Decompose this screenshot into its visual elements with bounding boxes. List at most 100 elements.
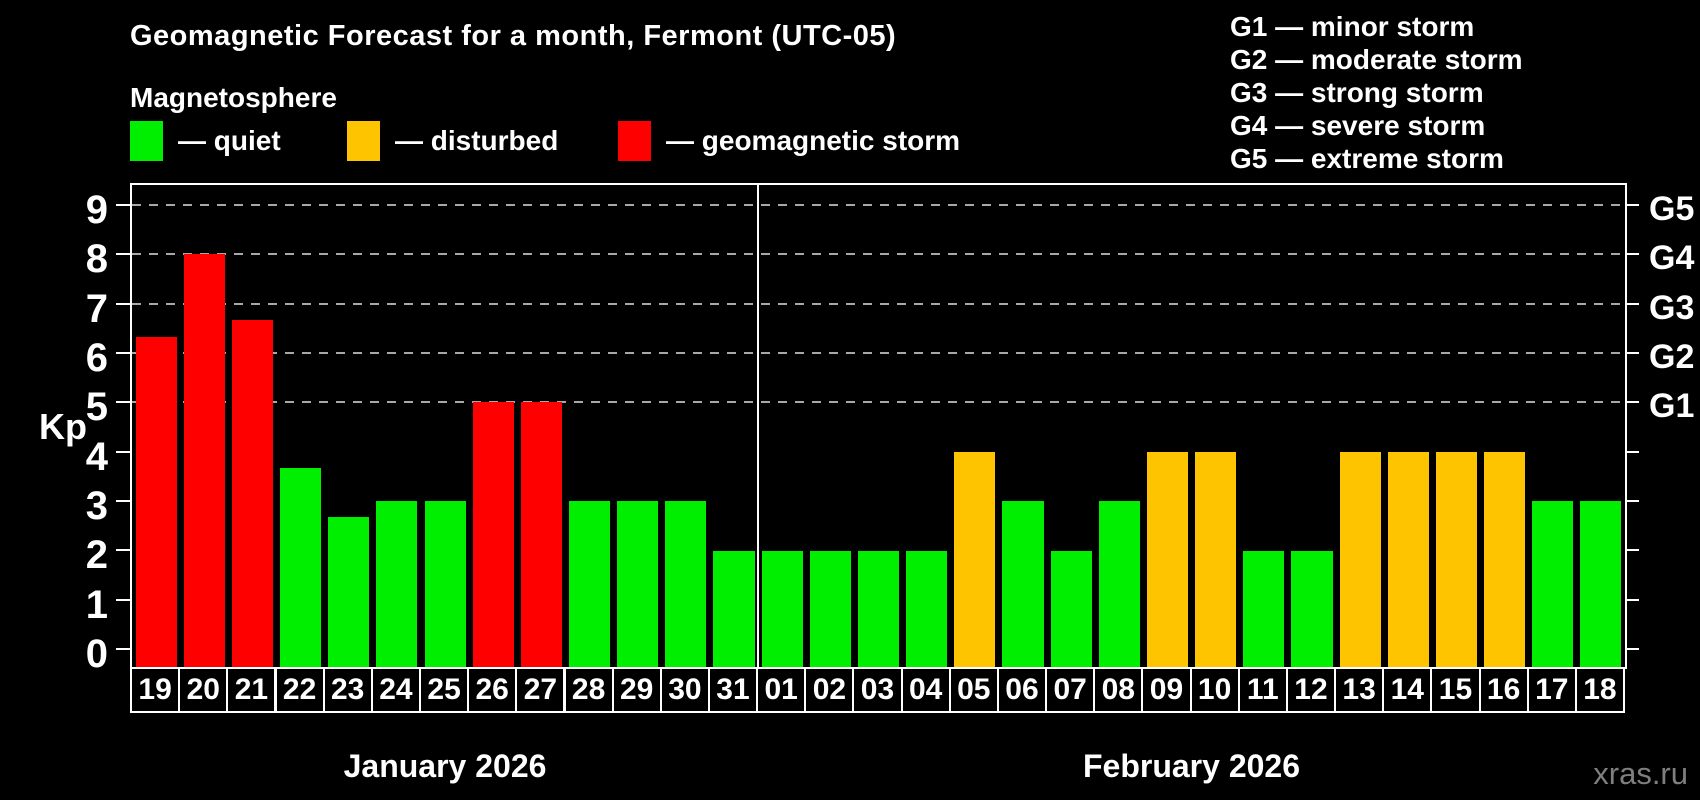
kp-bar — [424, 501, 466, 669]
g-scale-legend: G1 — minor storm G2 — moderate storm G3 — … — [1230, 10, 1523, 175]
day-label-cell: 07 — [1045, 667, 1096, 713]
y-axis-tick-label: 8 — [85, 237, 108, 282]
magnetosphere-label: Magnetosphere — [130, 82, 337, 113]
day-label-cell: 28 — [563, 667, 614, 713]
month-label: February 2026 — [1082, 748, 1301, 784]
g-axis-tick — [1625, 203, 1639, 206]
kp-bar — [617, 501, 659, 669]
legend-item-storm: — geomagnetic storm — [618, 120, 960, 162]
y-axis-tick-label: 0 — [85, 632, 108, 677]
day-label-cell: 15 — [1430, 667, 1481, 713]
day-label-cell: 16 — [1478, 667, 1529, 713]
y-axis-tick-label: 3 — [85, 484, 108, 529]
day-label-cell: 12 — [1285, 667, 1337, 713]
y-axis-tick-label: 5 — [85, 385, 108, 430]
month-separator-line — [757, 185, 760, 669]
storm-color-swatch — [618, 121, 651, 161]
legend-item-label: — quiet — [178, 125, 281, 156]
disturbed-color-swatch — [347, 121, 380, 161]
g-axis-tick — [1625, 500, 1639, 503]
kp-bar — [1387, 451, 1429, 669]
g-axis-label: G1 — [1649, 387, 1695, 426]
kp-bar — [520, 402, 562, 669]
kp-bar — [713, 550, 755, 669]
y-axis-tick — [116, 500, 130, 503]
g-axis-label: G3 — [1649, 288, 1695, 327]
kp-bar — [857, 550, 900, 669]
g-axis-tick — [1625, 648, 1639, 651]
kp-bar — [665, 501, 707, 669]
legend-item-disturbed: — disturbed — [347, 120, 558, 162]
day-label-cell: 26 — [467, 667, 518, 713]
kp-bar — [183, 254, 225, 669]
kp-bar — [1243, 550, 1285, 669]
day-label-cell: 01 — [756, 667, 807, 713]
day-label-cell: 03 — [852, 667, 903, 713]
day-label-cell: 09 — [1141, 667, 1192, 713]
day-label-cell: 10 — [1189, 667, 1240, 713]
g-axis-label: G4 — [1649, 239, 1695, 278]
kp-bar — [1435, 451, 1478, 669]
kp-bar — [1484, 451, 1526, 669]
day-label-cell: 27 — [515, 667, 566, 713]
g-axis-tick — [1625, 450, 1639, 453]
g-legend-item: G1 — minor storm — [1230, 11, 1475, 42]
g-axis-tick — [1625, 401, 1639, 404]
kp-bar — [472, 402, 514, 669]
day-label-cell: 06 — [996, 667, 1048, 713]
y-axis-tick-label: 7 — [85, 286, 108, 331]
chart-title: Geomagnetic Forecast for a month, Fermon… — [130, 20, 897, 52]
day-label-cell: 24 — [370, 667, 421, 713]
kp-bar — [1291, 550, 1333, 669]
gridline-kp-6 — [132, 351, 1625, 354]
gridline-kp-8 — [132, 253, 1625, 256]
kp-bar — [1050, 550, 1092, 669]
kp-bar — [809, 550, 851, 669]
kp-bar — [135, 336, 177, 669]
legend-item-label: — geomagnetic storm — [666, 125, 961, 156]
kp-bar — [906, 550, 948, 669]
kp-bar — [1002, 501, 1044, 669]
y-axis-tick — [116, 253, 130, 256]
kp-bar — [328, 517, 370, 669]
day-label-cell: 19 — [130, 667, 181, 713]
g-axis-tick — [1625, 598, 1639, 601]
magnetosphere-legend: — quiet — disturbed — geomagnetic storm — [0, 120, 1100, 162]
kp-bar — [1532, 501, 1574, 669]
day-label-cell: 08 — [1093, 667, 1144, 713]
day-label-cell: 05 — [948, 667, 999, 713]
y-axis-tick — [116, 598, 130, 601]
g-axis-label: G5 — [1649, 189, 1695, 228]
day-label-cell: 04 — [900, 667, 951, 713]
g-legend-item: G2 — moderate storm — [1230, 44, 1523, 75]
g-legend-item: G3 — strong storm — [1230, 77, 1484, 108]
legend-item-label: — disturbed — [395, 125, 559, 156]
y-axis-tick — [116, 549, 130, 552]
y-axis-tick — [116, 450, 130, 453]
quiet-color-swatch — [130, 121, 163, 161]
g-legend-item: G4 — severe storm — [1230, 110, 1486, 141]
day-label-cell: 14 — [1382, 667, 1433, 713]
day-label-cell: 21 — [226, 667, 277, 713]
gridline-kp-9 — [132, 203, 1625, 206]
y-axis-tick — [116, 351, 130, 354]
y-axis-tick — [116, 203, 130, 206]
g-legend-item: G5 — extreme storm — [1230, 143, 1504, 174]
g-axis-tick — [1625, 302, 1639, 305]
g-axis-tick — [1625, 351, 1639, 354]
day-label-cell: 18 — [1574, 667, 1625, 713]
day-label-cell: 25 — [419, 667, 470, 713]
y-axis-tick-label: 6 — [85, 335, 108, 380]
g-axis-label: G2 — [1649, 337, 1695, 376]
kp-bar — [1098, 501, 1140, 669]
day-label-cell: 30 — [659, 667, 710, 713]
day-label-cell: 22 — [274, 667, 325, 713]
day-label-cell: 31 — [707, 667, 759, 713]
kp-bar — [280, 468, 322, 669]
gridline-kp-7 — [132, 302, 1625, 305]
month-label: January 2026 — [343, 748, 547, 784]
kp-bar — [569, 501, 611, 669]
kp-bar — [1195, 451, 1237, 669]
plot-area — [130, 183, 1627, 669]
